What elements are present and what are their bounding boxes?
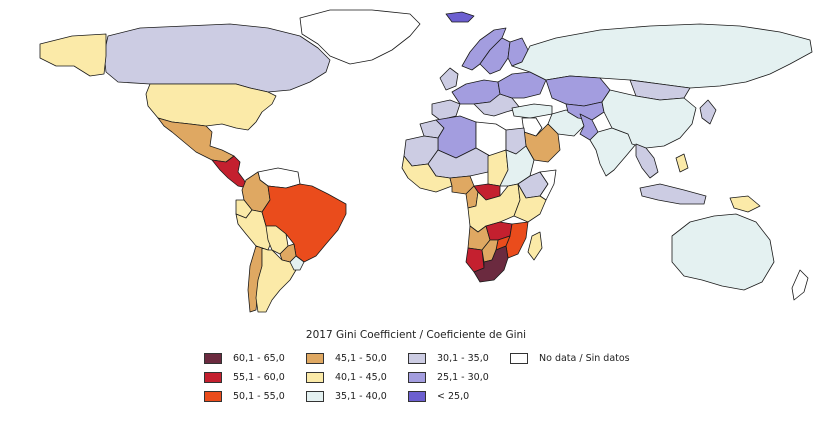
uruguay xyxy=(289,255,305,271)
australia xyxy=(671,213,775,291)
legend-label: 40,1 - 45,0 xyxy=(335,371,387,383)
legend-item: 55,1 - 60,0 xyxy=(204,369,285,385)
indonesia xyxy=(639,183,707,205)
world-map xyxy=(39,9,813,313)
choropleth-map xyxy=(39,9,813,313)
madagascar xyxy=(527,231,543,261)
japan-korea xyxy=(699,99,717,125)
legend-label: 30,1 - 35,0 xyxy=(437,352,489,364)
legend-swatch xyxy=(408,390,426,402)
china xyxy=(601,89,697,149)
legend-swatch xyxy=(204,352,222,364)
central-asia xyxy=(565,101,605,121)
iceland xyxy=(445,11,475,23)
papua-new-guinea xyxy=(729,195,761,213)
legend-label: 55,1 - 60,0 xyxy=(233,371,285,383)
new-zealand xyxy=(791,269,809,301)
legend-item: 45,1 - 50,0 xyxy=(306,350,387,366)
argentina xyxy=(255,247,297,313)
legend-swatch xyxy=(204,371,222,383)
iberia xyxy=(431,99,461,121)
norway xyxy=(461,27,507,71)
legend-title: 2017 Gini Coefficient / Coeficiente de G… xyxy=(305,329,527,341)
legend-item: 40,1 - 45,0 xyxy=(306,369,387,385)
legend-label: 45,1 - 50,0 xyxy=(335,352,387,364)
legend-swatch xyxy=(306,390,324,402)
south-africa xyxy=(473,245,509,283)
legend-swatch xyxy=(204,390,222,402)
legend-item: 50,1 - 55,0 xyxy=(204,388,285,404)
legend-swatch xyxy=(408,371,426,383)
legend-item: No data / Sin datos xyxy=(510,350,630,366)
east-africa xyxy=(513,183,547,223)
mexico xyxy=(157,117,235,163)
alaska xyxy=(39,33,107,77)
india xyxy=(589,127,637,177)
legend-label: < 25,0 xyxy=(437,390,470,402)
legend-label: No data / Sin datos xyxy=(539,352,630,364)
legend-label: 60,1 - 65,0 xyxy=(233,352,285,364)
legend-item: 25,1 - 30,0 xyxy=(408,369,489,385)
legend-label: 50,1 - 55,0 xyxy=(233,390,285,402)
central-america xyxy=(211,155,249,189)
legend-label: 25,1 - 30,0 xyxy=(437,371,489,383)
canada xyxy=(103,23,331,93)
uk-ireland xyxy=(439,67,459,91)
legend-swatch xyxy=(408,352,426,364)
philippines xyxy=(675,153,689,173)
legend-item: 35,1 - 40,0 xyxy=(306,388,387,404)
namibia xyxy=(465,247,485,273)
legend-swatch xyxy=(306,352,324,364)
legend-item: < 25,0 xyxy=(408,388,469,404)
legend-swatch xyxy=(306,371,324,383)
greenland xyxy=(299,9,421,65)
legend-label: 35,1 - 40,0 xyxy=(335,390,387,402)
legend-item: 30,1 - 35,0 xyxy=(408,350,489,366)
kazakhstan xyxy=(545,75,611,107)
legend-swatch xyxy=(510,352,528,364)
southeast-asia xyxy=(635,143,659,179)
eastern-europe xyxy=(497,71,547,99)
legend-item: 60,1 - 65,0 xyxy=(204,350,285,366)
